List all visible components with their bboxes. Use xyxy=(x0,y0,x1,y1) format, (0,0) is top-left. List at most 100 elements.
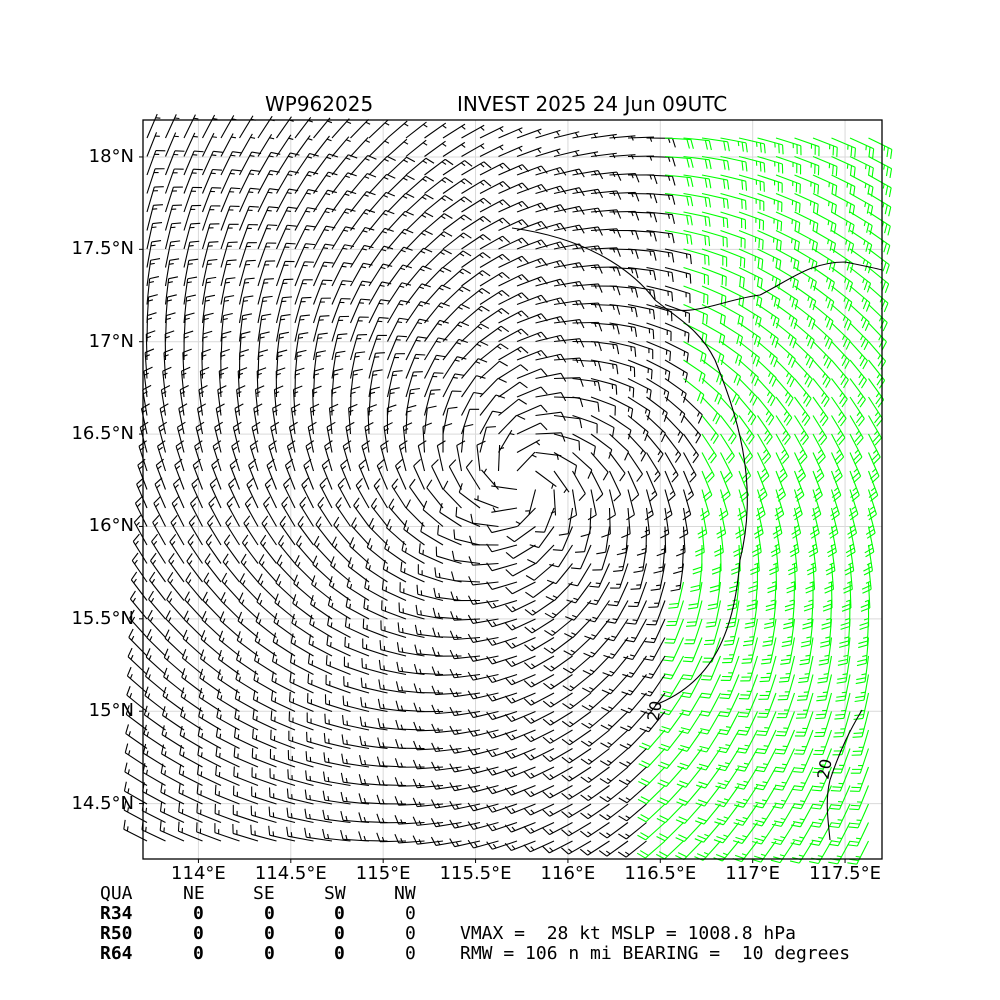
wind-barb xyxy=(479,126,504,139)
wind-barb xyxy=(422,422,432,453)
wind-barb xyxy=(209,477,222,509)
wind-barb xyxy=(644,618,666,644)
wind-barb xyxy=(294,116,313,139)
wind-barb xyxy=(359,754,388,768)
wind-barb xyxy=(775,470,786,502)
wind-barb xyxy=(580,803,610,820)
wind-barb xyxy=(424,177,454,194)
wind-barb xyxy=(664,396,686,423)
y-tick-label: 15°N xyxy=(88,700,134,722)
wind-barb xyxy=(638,766,666,787)
wind-barb xyxy=(698,692,721,717)
wind-barb xyxy=(239,151,262,176)
wind-barb xyxy=(275,314,291,342)
wind-barb xyxy=(553,187,585,197)
wind-barb xyxy=(757,322,779,348)
table-cell: 0 xyxy=(264,903,275,924)
wind-barb xyxy=(758,674,777,700)
wind-barb xyxy=(131,552,148,583)
wind-barb xyxy=(498,310,529,324)
wind-barb xyxy=(201,610,222,638)
wind-barb xyxy=(641,674,666,697)
wind-barb xyxy=(405,318,429,342)
wind-barb xyxy=(849,452,862,484)
wind-barb xyxy=(737,692,759,718)
wind-barb xyxy=(305,770,333,787)
wind-barb xyxy=(187,534,203,564)
wind-barb xyxy=(752,822,777,845)
wind-barb xyxy=(780,637,796,665)
wind-barb xyxy=(196,403,207,435)
wind-barb xyxy=(831,396,847,427)
wind-barb xyxy=(467,821,499,830)
wind-barb xyxy=(387,210,414,231)
wind-barb xyxy=(164,629,185,657)
wind-barb xyxy=(523,785,555,798)
wind-barb xyxy=(220,223,239,250)
table-cell: 0 xyxy=(334,903,345,924)
wind-barb xyxy=(553,318,585,329)
wind-barb xyxy=(164,258,180,287)
wind-barb xyxy=(849,137,875,159)
wind-barb xyxy=(253,670,277,694)
wind-barb xyxy=(580,785,610,801)
wind-barb xyxy=(361,440,371,472)
wind-barb xyxy=(351,517,370,546)
wind-barb xyxy=(723,618,740,646)
wind-barb xyxy=(682,470,694,502)
wind-barb xyxy=(794,192,819,214)
wind-barb xyxy=(355,477,370,509)
wind-barb xyxy=(313,117,333,139)
wind-barb xyxy=(405,301,430,324)
wind-barb xyxy=(449,782,481,792)
wind-barb xyxy=(734,785,758,808)
wind-barb xyxy=(812,137,838,157)
wind-barb xyxy=(220,187,241,213)
wind-barb xyxy=(847,822,869,847)
wind-barb xyxy=(725,600,740,629)
wind-barb xyxy=(430,799,462,809)
wind-barb xyxy=(340,772,370,787)
wind-barb xyxy=(720,452,733,483)
wind-barb xyxy=(436,440,446,472)
wind-barb xyxy=(486,599,518,609)
wind-barb xyxy=(450,571,481,583)
wind-barb xyxy=(327,595,351,620)
wind-barb xyxy=(627,211,658,223)
wind-barb xyxy=(467,839,499,849)
wind-barb xyxy=(291,613,314,638)
wind-barb xyxy=(250,805,277,824)
wind-barb xyxy=(204,553,222,583)
wind-barb xyxy=(562,655,592,674)
wind-barb xyxy=(183,168,203,194)
wind-barb xyxy=(430,836,462,846)
wind-barb xyxy=(307,654,333,675)
wind-barb xyxy=(276,188,299,213)
wind-barb xyxy=(516,404,548,417)
wind-barb xyxy=(275,278,294,305)
wind-barb xyxy=(449,838,481,848)
wind-barb xyxy=(387,264,413,287)
wind-barb xyxy=(214,421,224,453)
wind-barb xyxy=(132,533,148,564)
wind-barb xyxy=(128,628,148,657)
wind-barb xyxy=(793,489,803,521)
wind-barb xyxy=(486,581,518,590)
wind-barb xyxy=(714,803,740,826)
wind-barb xyxy=(523,711,555,724)
table-cell: 0 xyxy=(334,943,345,964)
wind-barb xyxy=(775,711,796,737)
wind-barb xyxy=(368,334,387,361)
wind-barb xyxy=(794,174,820,195)
wind-barb xyxy=(664,470,676,502)
wind-barb xyxy=(849,785,870,811)
wind-barb xyxy=(426,479,444,509)
wind-barb xyxy=(349,316,369,342)
wind-barb xyxy=(516,128,542,139)
wind-barb xyxy=(525,489,537,515)
wind-barb xyxy=(486,655,518,665)
wind-barb xyxy=(535,391,567,402)
wind-barb xyxy=(146,276,160,305)
wind-barb xyxy=(479,325,510,342)
wind-barb xyxy=(442,356,467,379)
